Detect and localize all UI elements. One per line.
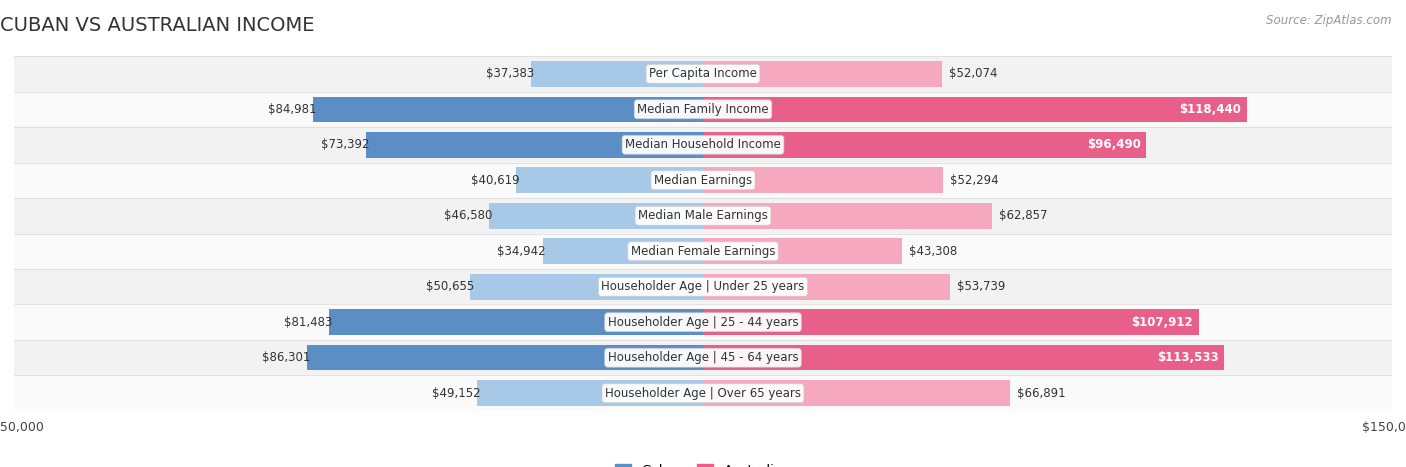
Text: $84,981: $84,981 xyxy=(267,103,316,116)
Bar xyxy=(703,97,1247,122)
Bar xyxy=(312,97,703,122)
Text: Median Female Earnings: Median Female Earnings xyxy=(631,245,775,258)
Text: Median Household Income: Median Household Income xyxy=(626,138,780,151)
Text: $113,533: $113,533 xyxy=(1157,351,1219,364)
Bar xyxy=(14,234,1392,269)
Text: $53,739: $53,739 xyxy=(956,280,1005,293)
Bar xyxy=(703,168,943,193)
Bar xyxy=(489,203,703,228)
Text: $46,580: $46,580 xyxy=(444,209,492,222)
Text: $49,152: $49,152 xyxy=(432,387,481,400)
Text: Median Earnings: Median Earnings xyxy=(654,174,752,187)
Bar xyxy=(14,375,1392,411)
Text: $37,383: $37,383 xyxy=(486,67,534,80)
Text: $73,392: $73,392 xyxy=(321,138,370,151)
Bar xyxy=(703,345,1225,370)
Text: Householder Age | 45 - 64 years: Householder Age | 45 - 64 years xyxy=(607,351,799,364)
Text: Householder Age | Over 65 years: Householder Age | Over 65 years xyxy=(605,387,801,400)
Text: $96,490: $96,490 xyxy=(1087,138,1140,151)
Text: Householder Age | 25 - 44 years: Householder Age | 25 - 44 years xyxy=(607,316,799,329)
Bar xyxy=(703,310,1199,335)
Bar xyxy=(703,239,901,264)
Bar xyxy=(543,239,703,264)
Text: $52,074: $52,074 xyxy=(949,67,998,80)
Text: $62,857: $62,857 xyxy=(998,209,1047,222)
Bar xyxy=(329,310,703,335)
Bar xyxy=(14,163,1392,198)
Text: Median Male Earnings: Median Male Earnings xyxy=(638,209,768,222)
Text: Source: ZipAtlas.com: Source: ZipAtlas.com xyxy=(1267,14,1392,27)
Text: $86,301: $86,301 xyxy=(262,351,311,364)
Text: $52,294: $52,294 xyxy=(950,174,998,187)
Legend: Cuban, Australian: Cuban, Australian xyxy=(610,459,796,467)
Bar xyxy=(471,274,703,299)
Text: Median Family Income: Median Family Income xyxy=(637,103,769,116)
Text: $50,655: $50,655 xyxy=(426,280,474,293)
Bar xyxy=(703,203,991,228)
Bar xyxy=(703,381,1011,406)
Text: Householder Age | Under 25 years: Householder Age | Under 25 years xyxy=(602,280,804,293)
Text: $81,483: $81,483 xyxy=(284,316,332,329)
Bar xyxy=(307,345,703,370)
Text: $34,942: $34,942 xyxy=(498,245,546,258)
Bar xyxy=(703,132,1146,157)
Bar xyxy=(14,92,1392,127)
Text: $40,619: $40,619 xyxy=(471,174,520,187)
Text: Per Capita Income: Per Capita Income xyxy=(650,67,756,80)
Bar xyxy=(14,127,1392,163)
Text: $43,308: $43,308 xyxy=(908,245,957,258)
Text: $107,912: $107,912 xyxy=(1132,316,1194,329)
Bar xyxy=(531,61,703,86)
Bar xyxy=(366,132,703,157)
Bar xyxy=(14,56,1392,92)
Bar xyxy=(703,274,950,299)
Bar xyxy=(14,269,1392,304)
Bar xyxy=(703,61,942,86)
Text: CUBAN VS AUSTRALIAN INCOME: CUBAN VS AUSTRALIAN INCOME xyxy=(0,16,315,35)
Text: $118,440: $118,440 xyxy=(1180,103,1241,116)
Bar xyxy=(14,198,1392,234)
Bar xyxy=(14,304,1392,340)
Bar xyxy=(516,168,703,193)
Bar xyxy=(14,340,1392,375)
Text: $66,891: $66,891 xyxy=(1017,387,1066,400)
Bar xyxy=(477,381,703,406)
